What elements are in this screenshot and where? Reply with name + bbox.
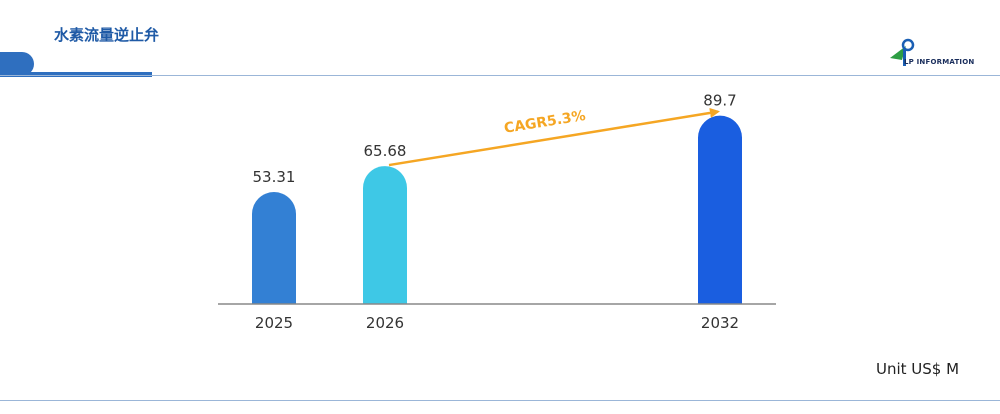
header-divider — [0, 75, 1000, 76]
cagr-arrow — [388, 107, 720, 167]
cagr-label: CAGR5.3% — [503, 108, 587, 137]
value-label-2026: 65.68 — [364, 142, 407, 160]
footer-divider — [0, 400, 1000, 401]
bar-2026 — [363, 166, 407, 304]
lp-logo-icon — [890, 38, 915, 66]
bar-2025 — [252, 192, 296, 304]
category-label-2026: 2026 — [366, 314, 404, 332]
value-label-2025: 53.31 — [253, 168, 296, 186]
value-label-2032: 89.7 — [703, 92, 736, 110]
unit-label: Unit US$ M — [876, 360, 960, 378]
category-label-2025: 2025 — [255, 314, 293, 332]
category-label-2032: 2032 — [701, 314, 739, 332]
bar-2032 — [698, 115, 742, 304]
header-accent-bar — [0, 72, 152, 77]
logo-text: LP INFORMATION — [904, 58, 975, 66]
page-title: 水素流量逆止弁 — [54, 26, 160, 44]
